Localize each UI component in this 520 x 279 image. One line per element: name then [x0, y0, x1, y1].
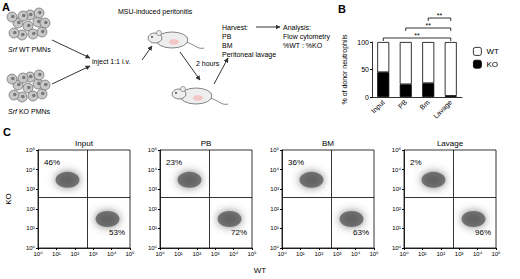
svg-text:Input: Input: [75, 139, 94, 148]
svg-text:Srf KO PMNs: Srf KO PMNs: [8, 108, 51, 115]
svg-text:Analysis:: Analysis:: [283, 24, 311, 32]
svg-text:10¹: 10¹: [174, 251, 183, 257]
svg-text:WT: WT: [486, 47, 499, 56]
svg-text:10³: 10³: [392, 186, 401, 192]
svg-text:10⁵: 10⁵: [148, 147, 158, 153]
svg-text:10²: 10²: [70, 251, 79, 257]
svg-text:%WT : %KO: %WT : %KO: [283, 42, 323, 49]
svg-text:Input: Input: [370, 98, 387, 115]
svg-text:10⁰: 10⁰: [147, 245, 157, 251]
svg-text:Peritoneal lavage: Peritoneal lavage: [222, 51, 276, 59]
svg-text:C: C: [3, 126, 11, 138]
svg-text:10¹: 10¹: [26, 225, 35, 231]
svg-text:10⁵: 10⁵: [26, 147, 36, 153]
svg-text:10³: 10³: [455, 251, 464, 257]
svg-text:B: B: [338, 3, 346, 15]
svg-text:10³: 10³: [26, 186, 35, 192]
svg-text:10⁰: 10⁰: [277, 251, 287, 257]
svg-text:10⁴: 10⁴: [351, 251, 361, 257]
svg-text:10¹: 10¹: [270, 225, 279, 231]
svg-text:PB: PB: [222, 33, 232, 40]
svg-text:10⁰: 10⁰: [155, 251, 165, 257]
svg-text:10⁵: 10⁵: [247, 251, 257, 257]
svg-text:10⁰: 10⁰: [33, 251, 43, 257]
svg-text:Lavage: Lavage: [432, 98, 454, 120]
svg-text:BM: BM: [322, 139, 334, 148]
svg-text:10⁵: 10⁵: [369, 251, 379, 257]
svg-text:10²: 10²: [148, 206, 157, 212]
svg-text:10³: 10³: [211, 251, 220, 257]
svg-text:10⁴: 10⁴: [148, 167, 158, 173]
svg-text:Srf WT PMNs: Srf WT PMNs: [8, 46, 51, 53]
svg-text:10⁴: 10⁴: [107, 251, 117, 257]
svg-text:36%: 36%: [288, 158, 304, 167]
svg-text:10⁰: 10⁰: [25, 245, 35, 251]
svg-text:10⁴: 10⁴: [473, 251, 483, 257]
svg-text:2%: 2%: [410, 158, 422, 167]
svg-text:10³: 10³: [270, 186, 279, 192]
svg-text:72%: 72%: [231, 228, 247, 237]
svg-text:10³: 10³: [148, 186, 157, 192]
svg-text:10⁵: 10⁵: [270, 147, 280, 153]
svg-text:MSU-induced peritonitis: MSU-induced peritonitis: [118, 8, 193, 16]
svg-text:10⁰: 10⁰: [391, 245, 401, 251]
svg-text:10⁵: 10⁵: [392, 147, 402, 153]
svg-text:**: **: [437, 12, 443, 19]
svg-text:Harvest:: Harvest:: [222, 24, 248, 31]
svg-text:10²: 10²: [26, 206, 35, 212]
svg-text:Bm: Bm: [418, 98, 430, 110]
svg-text:10²: 10²: [392, 206, 401, 212]
svg-text:10³: 10³: [333, 251, 342, 257]
svg-text:**: **: [426, 22, 432, 29]
svg-text:10¹: 10¹: [148, 225, 157, 231]
svg-text:10⁰: 10⁰: [399, 251, 409, 257]
svg-text:46%: 46%: [44, 158, 60, 167]
svg-text:A: A: [2, 1, 10, 13]
svg-text:Lavage: Lavage: [437, 139, 464, 148]
svg-text:23%: 23%: [166, 158, 182, 167]
svg-text:10⁴: 10⁴: [26, 167, 36, 173]
svg-text:10²: 10²: [314, 251, 323, 257]
svg-text:10¹: 10¹: [296, 251, 305, 257]
svg-text:10⁵: 10⁵: [491, 251, 501, 257]
svg-text:Flow cytometry: Flow cytometry: [283, 33, 331, 41]
svg-text:inject 1:1 i.v.: inject 1:1 i.v.: [92, 58, 130, 66]
svg-text:10⁰: 10⁰: [269, 245, 279, 251]
svg-text:0: 0: [365, 94, 369, 101]
svg-text:2 hours: 2 hours: [196, 60, 220, 67]
svg-text:10¹: 10¹: [52, 251, 61, 257]
svg-text:53%: 53%: [109, 228, 125, 237]
svg-text:KO: KO: [486, 60, 498, 69]
svg-text:10⁴: 10⁴: [392, 167, 402, 173]
svg-text:10²: 10²: [192, 251, 201, 257]
svg-text:10⁵: 10⁵: [125, 251, 135, 257]
svg-text:WT: WT: [254, 266, 267, 275]
svg-text:10²: 10²: [270, 206, 279, 212]
svg-text:10¹: 10¹: [418, 251, 427, 257]
svg-text:BM: BM: [222, 42, 233, 49]
svg-text:10²: 10²: [436, 251, 445, 257]
svg-text:10¹: 10¹: [392, 225, 401, 231]
svg-text:96%: 96%: [475, 228, 491, 237]
svg-text:PB: PB: [397, 98, 409, 110]
svg-text:10³: 10³: [89, 251, 98, 257]
svg-text:% of donor neutrophils: % of donor neutrophils: [341, 34, 349, 105]
svg-text:63%: 63%: [353, 228, 369, 237]
svg-text:50: 50: [361, 66, 369, 73]
svg-text:10⁴: 10⁴: [229, 251, 239, 257]
svg-text:10⁴: 10⁴: [270, 167, 280, 173]
svg-text:100: 100: [357, 39, 369, 46]
svg-text:KO: KO: [4, 193, 13, 205]
svg-text:**: **: [414, 32, 420, 39]
svg-text:PB: PB: [201, 139, 212, 148]
